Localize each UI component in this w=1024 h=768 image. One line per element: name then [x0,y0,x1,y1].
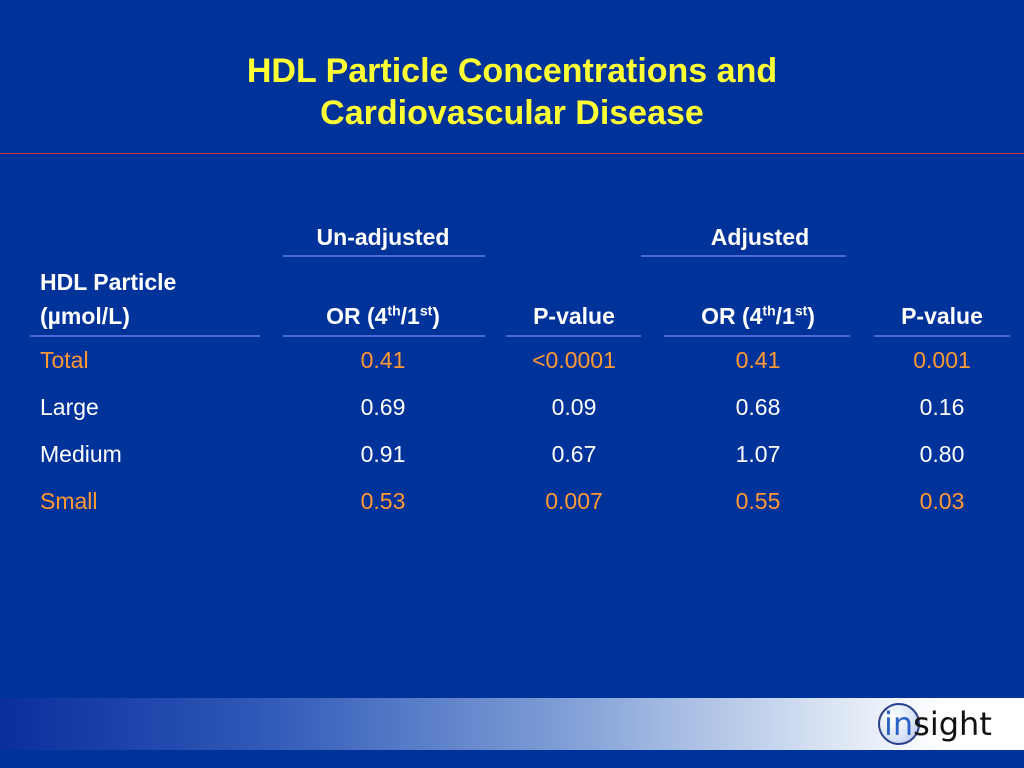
col-header-pvalue-unadjusted: P-value [533,303,615,329]
footer-gradient-band [0,698,1024,750]
group-underline-adjusted [641,255,846,257]
insight-logo: insight [878,700,998,748]
cell-medium-or-unadjusted: 0.91 [360,441,406,467]
cell-large-or-unadjusted: 0.69 [360,394,406,420]
row-header-line-2: (µmol/L) [40,303,130,329]
header-underline-pvalue-unadjusted [506,335,641,337]
header-underline-pvalue-adjusted [874,335,1010,337]
slide-title: HDL Particle Concentrations and Cardiova… [0,50,1024,134]
cell-total-or-adjusted: 0.41 [735,347,781,373]
cell-large-or-adjusted: 0.68 [735,394,781,420]
logo-wordmark: insight [884,705,992,743]
cell-small-or-unadjusted: 0.53 [360,488,406,514]
cell-large-pvalue-adjusted: 0.16 [919,394,965,420]
row-label-medium: Medium [40,441,122,467]
cell-total-or-unadjusted: 0.41 [360,347,406,373]
cell-medium-pvalue-adjusted: 0.80 [919,441,965,467]
col-header-or-adjusted: OR (4th/1st) [701,302,815,329]
title-line-1: HDL Particle Concentrations and [246,52,778,90]
cell-medium-or-adjusted: 1.07 [735,441,781,467]
header-underline-label [30,335,260,337]
cell-small-pvalue-adjusted: 0.03 [919,488,965,514]
header-underline-or-adjusted [664,335,850,337]
header-underline-or-unadjusted [283,335,485,337]
col-header-or-unadjusted: OR (4th/1st) [326,302,440,329]
row-header-line-1: HDL Particle [40,269,177,295]
cell-total-pvalue-adjusted: 0.001 [913,347,971,373]
col-header-pvalue-adjusted: P-value [901,303,983,329]
group-header-adjusted: Adjusted [710,224,810,250]
group-header-unadjusted: Un-adjusted [316,224,450,250]
cell-medium-pvalue-unadjusted: 0.67 [551,441,597,467]
title-divider [0,153,1024,154]
row-label-small: Small [40,488,98,514]
cell-small-pvalue-unadjusted: 0.007 [545,488,603,514]
title-line-2: Cardiovascular Disease [320,94,704,132]
group-underline-unadjusted [283,255,485,257]
cell-small-or-adjusted: 0.55 [735,488,781,514]
cell-total-pvalue-unadjusted: <0.0001 [532,347,616,373]
logo-circle-icon [878,703,920,745]
cell-large-pvalue-unadjusted: 0.09 [551,394,597,420]
row-label-total: Total [40,347,89,373]
row-label-large: Large [40,394,99,420]
